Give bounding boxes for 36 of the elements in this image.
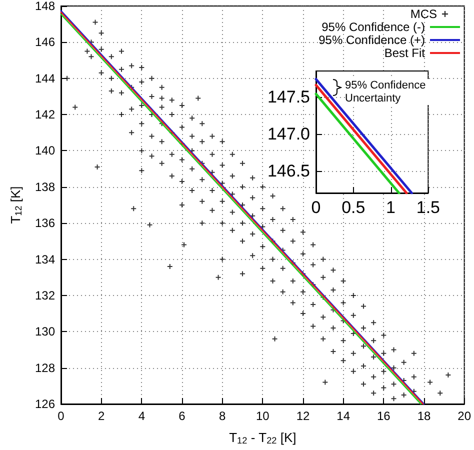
y-tick-label: 140 xyxy=(34,144,56,158)
x-tick-label: 16 xyxy=(376,409,391,423)
y-tick-label: 126 xyxy=(34,397,56,411)
y-tick-label: 128 xyxy=(34,360,56,375)
legend-label: Best Fit xyxy=(384,46,426,60)
x-tick-label: 8 xyxy=(218,409,226,423)
x-tick-label: 1 xyxy=(386,198,396,217)
legend-label: 95% Confidence (-) xyxy=(322,20,425,34)
x-tick-label: 0 xyxy=(311,198,321,217)
y-tick-label: 136 xyxy=(34,216,56,230)
x-tick-label: 0 xyxy=(58,409,65,423)
x-tick-label: 2 xyxy=(98,409,105,423)
annotation: 95% Confidence Uncertainty xyxy=(345,80,429,104)
x-tick-label: 6 xyxy=(178,409,186,423)
x-tick-label: 0.5 xyxy=(342,198,366,217)
x-tick-label: 10 xyxy=(256,409,270,423)
x-tick-label: 18 xyxy=(417,409,431,423)
legend-label: 95% Confidence (+) xyxy=(318,33,425,47)
y-tick-label: 146.5 xyxy=(267,161,310,180)
y-tick-label: 147.5 xyxy=(267,87,310,106)
y-tick-label: 134 xyxy=(34,252,56,266)
y-tick-label: 142 xyxy=(34,108,56,122)
y-tick-label: 130 xyxy=(34,324,56,339)
y-tick-label: 132 xyxy=(34,288,56,302)
y-tick-label: 147.0 xyxy=(267,124,310,144)
x-tick-label: 12 xyxy=(296,409,310,423)
y-tick-label: 144 xyxy=(34,71,56,86)
x-tick-label: 1.5 xyxy=(416,198,440,217)
legend-label: MCS xyxy=(410,7,437,21)
y-tick-label: 138 xyxy=(34,180,56,194)
x-tick-label: 20 xyxy=(458,409,472,423)
x-tick-label: 4 xyxy=(138,409,146,423)
x-tick-label: 14 xyxy=(336,409,350,423)
y-axis-title: T12 [K] xyxy=(8,186,24,224)
y-tick-label: 148 xyxy=(34,0,56,13)
y-tick-label: 146 xyxy=(34,35,56,50)
